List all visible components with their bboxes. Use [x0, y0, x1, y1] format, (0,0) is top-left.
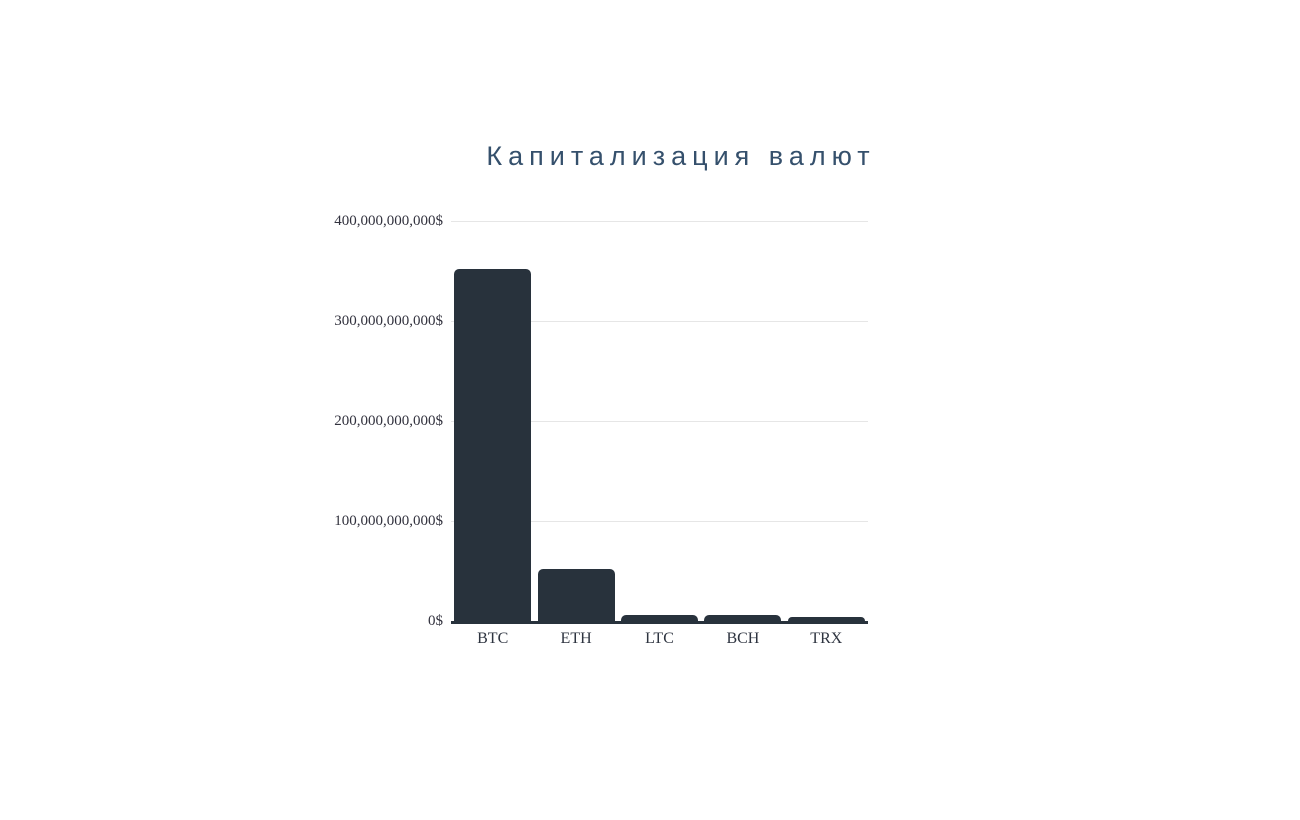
x-axis-label-btc: BTC	[477, 630, 509, 647]
x-axis-label-trx: TRX	[810, 630, 843, 647]
bar-btc[interactable]	[454, 269, 531, 621]
x-axis-line	[451, 621, 868, 624]
bar-bch[interactable]	[704, 615, 781, 621]
bar-eth[interactable]	[538, 569, 615, 621]
chart-plot-area	[451, 221, 868, 624]
bar-ltc[interactable]	[621, 615, 698, 621]
x-axis-label-eth: ETH	[560, 630, 592, 647]
gridline	[451, 421, 868, 422]
y-tick-label: 0$	[428, 613, 443, 629]
y-tick-label: 200,000,000,000$	[334, 413, 443, 429]
gridline	[451, 221, 868, 222]
gridline	[451, 321, 868, 322]
bar-trx[interactable]	[788, 617, 865, 621]
y-tick-label: 300,000,000,000$	[334, 313, 443, 329]
y-tick-label: 400,000,000,000$	[334, 213, 443, 229]
x-axis-label-ltc: LTC	[645, 630, 674, 647]
x-axis-label-bch: BCH	[726, 630, 760, 647]
chart-title: Капитализация валют	[486, 141, 876, 171]
gridline	[451, 521, 868, 522]
y-tick-label: 100,000,000,000$	[334, 513, 443, 529]
